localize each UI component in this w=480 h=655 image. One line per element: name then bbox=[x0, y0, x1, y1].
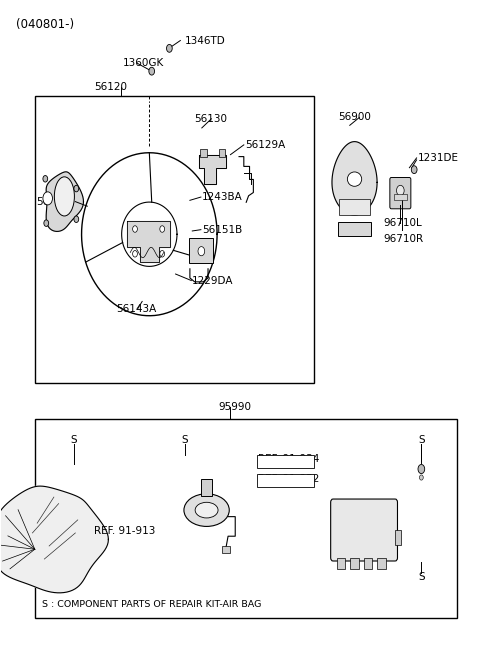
Bar bbox=[222, 546, 229, 553]
Circle shape bbox=[43, 176, 48, 182]
Text: 96710L: 96710L bbox=[383, 218, 422, 228]
Circle shape bbox=[198, 247, 204, 255]
Circle shape bbox=[74, 216, 79, 223]
Text: 1231DE: 1231DE bbox=[418, 153, 458, 163]
Polygon shape bbox=[46, 172, 84, 231]
Text: 1243BA: 1243BA bbox=[202, 192, 242, 202]
Text: S: S bbox=[418, 572, 425, 582]
Circle shape bbox=[44, 220, 48, 227]
Text: 56143A: 56143A bbox=[116, 304, 156, 314]
Ellipse shape bbox=[348, 172, 362, 186]
Text: REF. 91-952: REF. 91-952 bbox=[258, 474, 320, 484]
Circle shape bbox=[418, 464, 425, 474]
Text: 56151B: 56151B bbox=[202, 225, 242, 234]
Circle shape bbox=[420, 475, 423, 480]
Text: 1360GK: 1360GK bbox=[123, 58, 164, 68]
Text: REF. 91-934: REF. 91-934 bbox=[258, 455, 320, 464]
Polygon shape bbox=[332, 141, 377, 215]
Text: 95990: 95990 bbox=[218, 402, 252, 412]
Polygon shape bbox=[199, 155, 226, 184]
FancyBboxPatch shape bbox=[35, 96, 314, 383]
Text: 1229DA: 1229DA bbox=[192, 276, 234, 286]
Circle shape bbox=[132, 251, 137, 257]
Ellipse shape bbox=[184, 494, 229, 527]
Circle shape bbox=[132, 226, 137, 233]
Circle shape bbox=[149, 67, 155, 75]
Bar bbox=[218, 149, 225, 157]
Bar bbox=[200, 149, 206, 157]
Circle shape bbox=[396, 185, 404, 196]
Text: (040801-): (040801-) bbox=[16, 18, 74, 31]
Circle shape bbox=[411, 166, 417, 174]
FancyBboxPatch shape bbox=[190, 238, 213, 263]
Polygon shape bbox=[127, 221, 170, 261]
Text: S: S bbox=[71, 435, 77, 445]
Bar bbox=[337, 558, 346, 569]
Text: 56900: 56900 bbox=[338, 113, 371, 122]
Text: REF. 91-913: REF. 91-913 bbox=[95, 526, 156, 536]
Bar bbox=[201, 479, 212, 496]
FancyBboxPatch shape bbox=[35, 419, 457, 618]
Bar bbox=[257, 455, 314, 468]
Bar bbox=[377, 558, 385, 569]
Polygon shape bbox=[0, 486, 108, 593]
Text: 56130: 56130 bbox=[195, 114, 228, 124]
Bar bbox=[350, 558, 359, 569]
Bar bbox=[257, 474, 314, 487]
Circle shape bbox=[167, 45, 172, 52]
Text: 96710R: 96710R bbox=[383, 234, 423, 244]
FancyBboxPatch shape bbox=[390, 178, 411, 209]
Text: 56130C: 56130C bbox=[36, 196, 77, 206]
Bar bbox=[394, 195, 407, 200]
Bar bbox=[338, 222, 371, 236]
Ellipse shape bbox=[54, 177, 74, 216]
Text: S: S bbox=[418, 435, 425, 445]
Bar bbox=[339, 199, 370, 215]
Text: 56129A: 56129A bbox=[245, 140, 285, 150]
Bar bbox=[395, 531, 401, 545]
Text: 56120: 56120 bbox=[95, 83, 128, 92]
Bar bbox=[364, 558, 372, 569]
Text: 1346TD: 1346TD bbox=[185, 35, 226, 45]
Circle shape bbox=[43, 192, 52, 205]
Text: S: S bbox=[182, 435, 189, 445]
Text: S : COMPONENT PARTS OF REPAIR KIT-AIR BAG: S : COMPONENT PARTS OF REPAIR KIT-AIR BA… bbox=[42, 600, 261, 609]
Circle shape bbox=[74, 185, 79, 192]
Ellipse shape bbox=[195, 502, 218, 518]
Circle shape bbox=[160, 226, 165, 233]
Circle shape bbox=[160, 251, 165, 257]
FancyBboxPatch shape bbox=[331, 499, 397, 561]
